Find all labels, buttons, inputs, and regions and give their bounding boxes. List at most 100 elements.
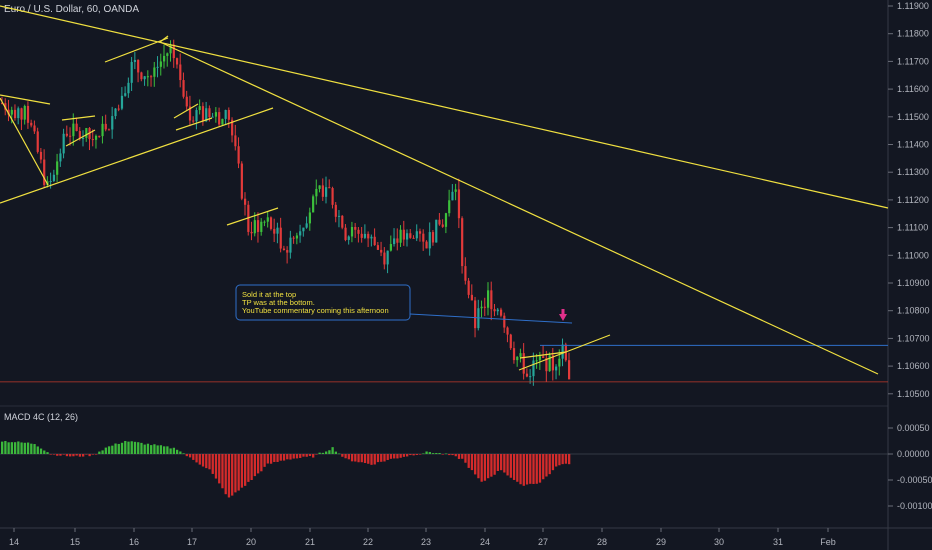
candle-body — [124, 93, 127, 96]
candle-body — [150, 76, 153, 78]
candle-body — [393, 238, 396, 245]
candle-body — [192, 120, 195, 122]
price-tick-label: 1.11900 — [897, 1, 929, 11]
macd-bar — [65, 454, 69, 457]
macd-bar — [496, 454, 500, 471]
candle-body — [256, 220, 260, 232]
candle-body — [538, 356, 542, 361]
macd-bar — [558, 454, 561, 466]
candle-body — [4, 103, 7, 110]
macd-bar — [127, 441, 130, 454]
macd-bar — [146, 443, 150, 454]
candle-body — [548, 355, 551, 372]
macd-bar — [299, 454, 302, 458]
macd-bar — [266, 454, 269, 464]
candle-body — [282, 248, 286, 251]
macd-bar — [367, 454, 370, 464]
macd-bar — [137, 442, 140, 454]
macd-bar — [561, 454, 564, 465]
trendline — [0, 97, 49, 186]
sell-arrow-icon — [559, 314, 567, 321]
candle-body — [470, 294, 473, 301]
macd-bar — [438, 453, 441, 454]
macd-bar — [98, 451, 101, 454]
candle-body — [179, 64, 182, 81]
macd-bar — [269, 454, 273, 464]
trendline — [0, 94, 51, 105]
candle-body — [493, 309, 496, 312]
macd-title: MACD 4C (12, 26) — [4, 412, 79, 422]
macd-tick-label: 0.00000 — [897, 449, 930, 459]
macd-bar — [457, 454, 461, 459]
macd-bar — [406, 454, 409, 457]
macd-bar — [192, 454, 195, 460]
macd-bar — [150, 445, 153, 454]
macd-bar — [321, 452, 325, 454]
macd-bar — [370, 454, 373, 465]
candle-body — [308, 212, 311, 224]
price-tick-label: 1.10900 — [897, 278, 930, 288]
macd-bar — [36, 446, 39, 454]
macd-bar — [59, 454, 62, 456]
price-tick-label: 1.10800 — [897, 306, 930, 316]
macd-bar — [263, 454, 266, 467]
candle-body — [182, 80, 185, 97]
macd-bar — [512, 454, 516, 480]
candle-body — [499, 309, 503, 316]
macd-bar — [451, 454, 454, 456]
candle-body — [295, 235, 299, 239]
price-tick-label: 1.10600 — [897, 361, 930, 371]
candle-body — [143, 76, 146, 80]
macd-bar — [88, 454, 91, 457]
candle-body — [188, 106, 192, 121]
macd-bar — [325, 451, 328, 454]
macd-bar — [493, 454, 496, 475]
macd-bar — [17, 441, 20, 454]
macd-bar — [62, 454, 65, 455]
candle-body — [211, 116, 214, 118]
candle-body — [224, 109, 227, 119]
macd-bar — [535, 454, 538, 484]
candle-body — [341, 215, 344, 228]
macd-bar — [159, 445, 163, 454]
macd-bar — [441, 454, 444, 455]
candle-body — [292, 237, 295, 239]
price-tick-label: 1.11800 — [897, 29, 929, 39]
candle-body — [231, 119, 234, 136]
annotation-text: TP was at the bottom. — [242, 298, 315, 307]
macd-bar — [7, 442, 10, 454]
candle-body — [418, 231, 422, 234]
candle-body — [438, 219, 441, 225]
macd-bar — [273, 454, 276, 462]
trendline — [159, 41, 879, 375]
candle-body — [208, 108, 211, 118]
macd-bar — [292, 454, 295, 459]
candle-body — [111, 116, 114, 130]
macd-bar — [470, 454, 474, 471]
candle-body — [253, 220, 256, 234]
macd-bar — [175, 449, 179, 454]
candle-body — [516, 356, 519, 361]
candle-body — [127, 82, 130, 94]
macd-bar — [289, 454, 292, 460]
candle-body — [107, 129, 111, 131]
macd-bar — [114, 443, 117, 454]
macd-bar — [124, 440, 127, 454]
price-tick-label: 1.11000 — [897, 250, 929, 260]
macd-bar — [166, 446, 169, 454]
candle-body — [506, 327, 509, 335]
macd-bar — [380, 454, 383, 462]
macd-bar — [208, 454, 211, 470]
candle-body — [117, 108, 120, 110]
macd-bar — [509, 454, 512, 478]
macd-bar — [428, 452, 431, 454]
candle-body — [425, 241, 428, 249]
candle-body — [519, 353, 522, 357]
annotation-text: Sold it at the top — [242, 290, 296, 299]
macd-bar — [20, 442, 23, 454]
candle-body — [269, 217, 273, 229]
candle-body — [409, 233, 412, 238]
price-tick-label: 1.11100 — [897, 223, 928, 233]
macd-bar — [425, 451, 428, 454]
